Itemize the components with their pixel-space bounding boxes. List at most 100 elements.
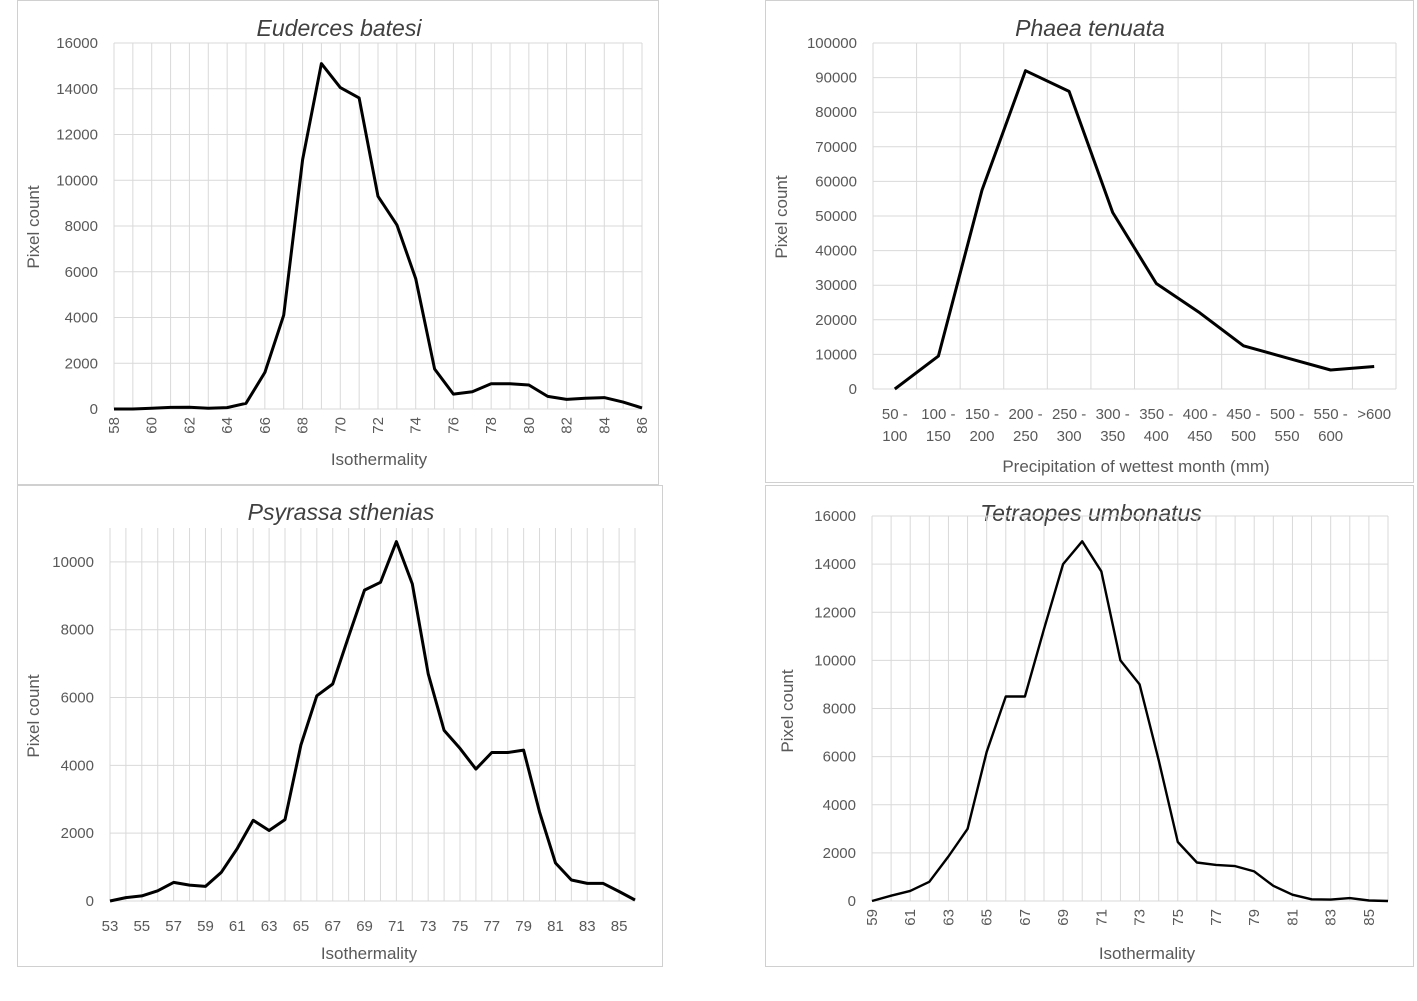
x-tick-label: 65 — [293, 918, 310, 935]
y-tick-label: 8000 — [61, 622, 94, 639]
x-tick-label: 400 - 450 — [1183, 406, 1217, 445]
x-tick-label: 78 — [483, 417, 500, 434]
y-tick-labels: 0 2000 4000 6000 8000 10000 12000 14000 16000 — [814, 508, 856, 910]
x-tick-label: 61 — [229, 918, 246, 935]
x-tick-label: 75 — [452, 918, 469, 935]
y-tick-label: 10000 — [52, 554, 94, 571]
chart-panel-phaea-tenuata: Phaea tenuata Precipitation of wettest m… — [765, 0, 1414, 483]
x-tick-label: 73 — [420, 918, 437, 935]
y-tick-label: 50000 — [815, 208, 857, 225]
x-tick-label-line: 550 — [1275, 428, 1300, 445]
y-tick-label: 60000 — [815, 173, 857, 190]
x-tick-label: 79 — [1246, 909, 1263, 926]
chart-panel-psyrassa-sthenias: Psyrassa sthenias Isothermality Pixel co… — [17, 485, 663, 967]
x-tick-label: 450 - 500 — [1226, 406, 1260, 445]
x-tick-label: 86 — [634, 417, 651, 434]
x-tick-label: 83 — [1323, 909, 1340, 926]
x-tick-label: 550 - 600 — [1314, 406, 1348, 445]
x-tick-label: 100 - 150 — [921, 406, 955, 445]
x-tick-label: >600 — [1357, 406, 1391, 423]
chart-panel-euderces-batesi: Euderces batesi Isothermality Pixel coun… — [17, 0, 659, 485]
x-tick-labels: 58 60 62 64 66 68 70 72 74 76 78 80 82 84 86 — [106, 417, 651, 434]
x-tick-label-line: 50 - — [882, 406, 908, 423]
series-line — [114, 62, 643, 411]
x-tick-label-line: 500 — [1231, 428, 1256, 445]
y-tick-label: 2000 — [65, 355, 98, 372]
x-tick-label-line: 350 — [1100, 428, 1125, 445]
y-tick-label: 8000 — [65, 218, 98, 235]
x-tick-label: 75 — [1170, 909, 1187, 926]
x-tick-label: 77 — [483, 918, 500, 935]
y-tick-label: 0 — [86, 893, 94, 910]
x-tick-label: 66 — [257, 417, 274, 434]
x-tick-label: 350 - 400 — [1139, 406, 1173, 445]
x-tick-label: 76 — [445, 417, 462, 434]
x-tick-label: 59 — [197, 918, 214, 935]
x-tick-label-line: 300 - — [1096, 406, 1130, 423]
x-tick-label: 63 — [940, 909, 957, 926]
x-tick-label-line: 250 — [1013, 428, 1038, 445]
x-tick-label-line: 550 - — [1314, 406, 1348, 423]
y-tick-label: 14000 — [56, 81, 98, 98]
chart-title: Tetraopes umbonatus — [980, 500, 1202, 526]
y-tick-label: 0 — [849, 381, 857, 398]
chart-title: Euderces batesi — [257, 15, 423, 41]
x-tick-label: 65 — [979, 909, 996, 926]
y-tick-label: 20000 — [815, 312, 857, 329]
x-tick-label: 58 — [106, 417, 123, 434]
x-tick-label-line: 300 — [1057, 428, 1082, 445]
x-tick-label-line: 450 - — [1226, 406, 1260, 423]
y-tick-label: 10000 — [814, 652, 856, 669]
x-tick-label: 67 — [324, 918, 341, 935]
x-tick-label: 85 — [611, 918, 628, 935]
chart-title: Phaea tenuata — [1015, 15, 1165, 41]
x-tick-label: 79 — [515, 918, 532, 935]
y-tick-label: 4000 — [823, 797, 856, 814]
y-tick-labels: 0 2000 4000 6000 8000 10000 12000 14000 16000 — [56, 35, 98, 418]
series-line — [109, 540, 636, 903]
x-tick-label: 64 — [219, 417, 236, 434]
y-tick-label: 12000 — [56, 127, 98, 144]
y-tick-label: 2000 — [61, 825, 94, 842]
x-tick-labels: 50 - 100 100 - 150 150 - 200 200 - 250 250 - 300 3… — [882, 406, 1391, 445]
y-tick-label: 70000 — [815, 139, 857, 156]
x-tick-label: 74 — [408, 417, 425, 434]
x-tick-label: 63 — [261, 918, 278, 935]
y-tick-label: 40000 — [815, 243, 857, 260]
y-axis-label: Pixel count — [24, 674, 43, 757]
x-tick-label: 80 — [521, 417, 538, 434]
x-tick-label: 82 — [559, 417, 576, 434]
x-tick-label-line: 450 — [1187, 428, 1212, 445]
x-axis-label: Isothermality — [321, 944, 418, 963]
x-tick-label: 81 — [547, 918, 564, 935]
x-tick-label: 68 — [295, 417, 312, 434]
x-tick-label: 60 — [144, 417, 161, 434]
x-axis-label: Isothermality — [331, 450, 428, 469]
x-tick-label-line: 400 — [1144, 428, 1169, 445]
chart-title: Psyrassa sthenias — [248, 499, 435, 525]
y-tick-label: 0 — [848, 893, 856, 910]
y-tick-label: 12000 — [814, 604, 856, 621]
y-axis-label: Pixel count — [772, 175, 791, 258]
y-tick-label: 4000 — [61, 757, 94, 774]
line-chart-psyrassa-sthenias: Psyrassa sthenias Isothermality Pixel co… — [24, 499, 636, 963]
y-tick-label: 0 — [90, 401, 98, 418]
x-tick-label: 59 — [864, 909, 881, 926]
y-tick-label: 30000 — [815, 277, 857, 294]
x-tick-label: 77 — [1208, 909, 1225, 926]
x-tick-label-line: >600 — [1357, 406, 1391, 423]
y-axis-label: Pixel count — [24, 185, 43, 268]
y-tick-label: 2000 — [823, 845, 856, 862]
gridlines — [871, 515, 1389, 902]
y-tick-labels: 0 2000 4000 6000 8000 10000 — [52, 554, 94, 910]
x-tick-label-line: 150 — [926, 428, 951, 445]
gridlines — [113, 42, 643, 410]
x-tick-label-line: 150 - — [965, 406, 999, 423]
y-tick-label: 6000 — [61, 690, 94, 707]
x-tick-label-line: 100 — [882, 428, 907, 445]
x-tick-label: 73 — [1132, 909, 1149, 926]
x-tick-label-line: 600 — [1318, 428, 1343, 445]
y-tick-label: 10000 — [815, 346, 857, 363]
x-tick-label-line: 350 - — [1139, 406, 1173, 423]
x-axis-label: Precipitation of wettest month (mm) — [1002, 457, 1269, 476]
